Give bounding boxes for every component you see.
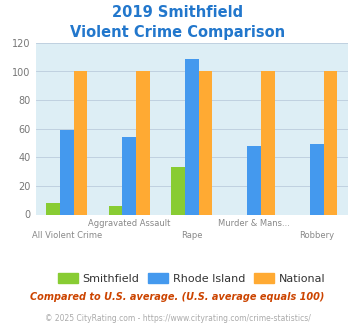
Text: Aggravated Assault: Aggravated Assault (88, 219, 170, 228)
Text: Violent Crime Comparison: Violent Crime Comparison (70, 25, 285, 40)
Bar (247, 146, 261, 214)
Text: Compared to U.S. average. (U.S. average equals 100): Compared to U.S. average. (U.S. average … (30, 292, 325, 302)
Text: © 2025 CityRating.com - https://www.cityrating.com/crime-statistics/: © 2025 CityRating.com - https://www.city… (45, 314, 310, 323)
Bar (136, 72, 150, 214)
Bar (46, 203, 60, 214)
Bar (60, 130, 73, 214)
Text: Rape: Rape (181, 231, 202, 240)
Bar (323, 72, 337, 214)
Text: 2019 Smithfield: 2019 Smithfield (112, 5, 243, 20)
Bar (73, 72, 87, 214)
Bar (171, 167, 185, 214)
Bar (261, 72, 275, 214)
Bar (122, 137, 136, 214)
Text: All Violent Crime: All Violent Crime (32, 231, 102, 240)
Legend: Smithfield, Rhode Island, National: Smithfield, Rhode Island, National (54, 268, 330, 288)
Bar (198, 72, 212, 214)
Text: Robbery: Robbery (299, 231, 334, 240)
Text: Murder & Mans...: Murder & Mans... (218, 219, 290, 228)
Bar (109, 206, 122, 214)
Bar (185, 59, 198, 214)
Bar (310, 145, 323, 214)
